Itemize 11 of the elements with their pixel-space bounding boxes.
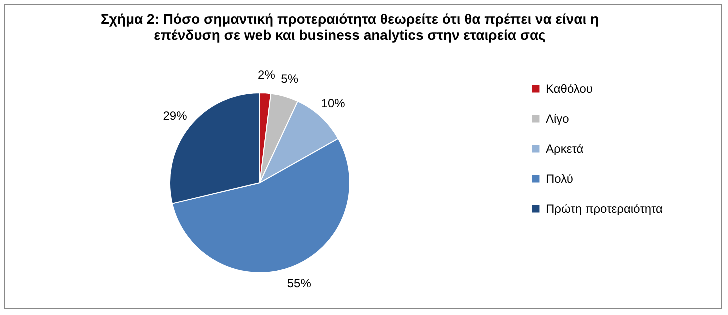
legend-label: Πρώτη προτεραιότητα <box>546 202 664 216</box>
data-label: 55% <box>287 276 312 291</box>
legend-label: Αρκετά <box>546 142 584 156</box>
chart-title: Σχήμα 2: Πόσο σημαντική προτεραιότητα θεωρείτε ότι θα πρέπει να είναι η επένδυση σε web και business analytics στην εταιρεία σας <box>100 11 600 44</box>
data-label: 5% <box>281 72 299 86</box>
legend-label: Πολύ <box>546 172 574 186</box>
data-label: 10% <box>321 96 346 111</box>
legend-label: Λίγο <box>546 112 570 126</box>
data-label: 29% <box>163 109 188 124</box>
legend-label: Καθόλου <box>546 82 593 96</box>
data-label: 2% <box>258 68 276 82</box>
